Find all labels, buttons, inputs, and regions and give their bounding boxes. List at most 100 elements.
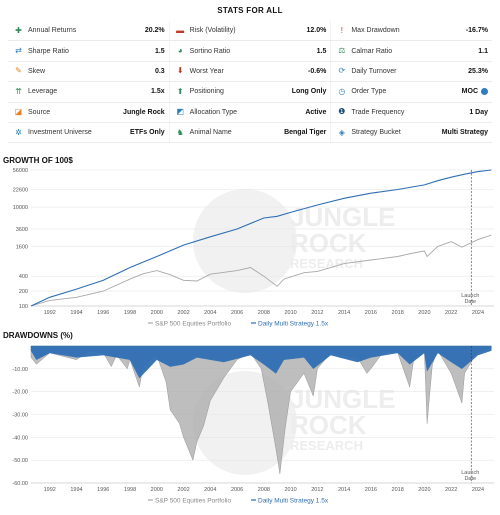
- x-tick-label: 1998: [124, 487, 136, 493]
- y-tick-label: -60.00: [12, 481, 28, 487]
- y-tick-label: -30.00: [12, 413, 28, 419]
- x-tick-label: 1996: [97, 310, 109, 316]
- stat-label: Daily Turnover: [351, 67, 397, 75]
- y-tick-label: -10.00: [12, 367, 28, 373]
- series-area-1: [30, 345, 492, 379]
- x-tick-label: 1992: [44, 487, 56, 493]
- x-tick-label: 2004: [204, 310, 216, 316]
- x-tick-label: 2014: [338, 487, 350, 493]
- info-icon[interactable]: [481, 88, 489, 96]
- stat-cell-trade-frequency: ❶ Trade Frequency 1 Day: [330, 102, 492, 122]
- stat-value: 1 Day: [469, 108, 489, 116]
- stat-value: Jungle Rock: [123, 108, 165, 116]
- ratio-arrows-icon: ⇄: [15, 46, 22, 56]
- stat-label: Leverage: [28, 88, 58, 96]
- stat-row: ✚ Annual Returns 20.2% ▬ Risk (Volatility) 12…: [8, 21, 492, 42]
- legend-label-0: S&P 500 Equities Portfolio: [155, 498, 232, 505]
- stat-value: 1.5: [316, 47, 327, 55]
- stat-label: Animal Name: [189, 129, 232, 137]
- stat-value: 20.2%: [144, 27, 165, 35]
- stat-value: Multi Strategy: [441, 129, 489, 137]
- stat-label: Risk (Volatility): [189, 27, 236, 35]
- stat-value: 1.5x: [151, 88, 165, 96]
- stat-cell-leverage: ⇈ Leverage 1.5x: [8, 82, 169, 101]
- gauge-icon: ◕: [177, 46, 183, 56]
- watermark-line1: JUNGLE: [290, 384, 395, 414]
- y-tick-label: -20.00: [12, 390, 28, 396]
- x-tick-label: 1992: [44, 310, 56, 316]
- bucket-icon: ◈: [338, 127, 345, 137]
- stat-value: -0.6%: [308, 67, 327, 75]
- x-tick-label: 2010: [284, 310, 296, 316]
- stat-label: Investment Universe: [28, 129, 92, 137]
- stats-grid: ✚ Annual Returns 20.2% ▬ Risk (Volatility) 12…: [8, 21, 492, 144]
- y-tick-label: 22600: [13, 188, 28, 194]
- y-tick-label: 56000: [13, 168, 28, 174]
- x-tick-label: 2008: [258, 487, 270, 493]
- pencil-icon: ✎: [15, 66, 22, 76]
- calendar-icon: ❶: [338, 107, 346, 117]
- stat-value: 1.1: [478, 47, 489, 55]
- exclamation-icon: !: [340, 25, 343, 35]
- x-tick-label: 2000: [151, 310, 163, 316]
- stat-label: Max Drawdown: [351, 27, 400, 35]
- y-tick-label: 10000: [13, 205, 28, 211]
- x-tick-label: 2010: [284, 487, 296, 493]
- arrow-down-icon: ⬇: [176, 66, 184, 76]
- stat-label: Trade Frequency: [351, 108, 405, 116]
- allocation-icon: ◩: [176, 107, 184, 117]
- x-tick-label: 2006: [231, 487, 243, 493]
- stats-title: STATS FOR ALL: [217, 6, 283, 15]
- stat-cell-order-type: ◷ Order Type MOC: [330, 82, 492, 102]
- plus-icon: ✚: [15, 25, 22, 35]
- stat-cell-skew: ✎ Skew 0.3: [8, 62, 169, 81]
- series-area-0: [30, 345, 492, 474]
- tiger-icon: ♞: [176, 127, 184, 137]
- x-tick-label: 2018: [392, 487, 404, 493]
- clock-icon: ◷: [338, 86, 346, 96]
- y-tick-label: 1600: [16, 244, 28, 250]
- stat-value: 12.0%: [306, 27, 327, 35]
- stat-value: 25.3%: [468, 67, 489, 75]
- stat-label: Skew: [28, 67, 46, 75]
- stat-cell-investment-universe: ✲ Investment Universe ETFs Only: [8, 123, 169, 142]
- stat-value: 1.5: [154, 47, 165, 55]
- launch-date-label: Launch: [461, 470, 479, 476]
- scale-icon: ⚖: [338, 46, 346, 56]
- stat-label: Strategy Bucket: [351, 129, 401, 137]
- y-tick-label: -40.00: [12, 435, 28, 441]
- stat-value: MOC: [461, 88, 479, 96]
- stat-label: Order Type: [351, 88, 387, 96]
- stat-row: ◪ Source Jungle Rock ◩ Allocation Type Active…: [8, 102, 492, 123]
- x-tick-label: 2020: [418, 487, 430, 493]
- globe-icon: ✲: [15, 127, 22, 137]
- legend-label-1: Daily Multi Strategy 1.5x: [258, 498, 329, 505]
- stat-cell-sharpe-ratio: ⇄ Sharpe Ratio 1.5: [8, 41, 169, 60]
- stat-label: Sortino Ratio: [189, 47, 231, 55]
- x-tick-label: 2022: [445, 310, 457, 316]
- stat-value: 0.3: [154, 67, 165, 75]
- refresh-icon: ⟳: [338, 66, 346, 76]
- x-tick-label: 2016: [365, 487, 377, 493]
- y-tick-label: 200: [19, 289, 28, 295]
- stat-row: ✎ Skew 0.3 ⬇ Worst Year -0.6% ⟳ Daily Turnover 2…: [8, 61, 492, 83]
- stat-cell-positioning: ⬆ Positioning Long Only: [168, 82, 331, 102]
- x-tick-label: 2002: [177, 310, 189, 316]
- x-tick-label: 2008: [258, 310, 270, 316]
- legend: S&P 500 Equities Portfolio Daily Multi St…: [148, 498, 329, 505]
- x-tick-label: 2002: [177, 487, 189, 493]
- legend-label-0: S&P 500 Equities Portfolio: [155, 321, 232, 328]
- stat-cell-allocation-type: ◩ Allocation Type Active: [168, 102, 331, 122]
- x-tick-label: 1994: [70, 310, 82, 316]
- x-tick-label: 2022: [445, 487, 457, 493]
- watermark-line3: RESEARCH: [290, 256, 363, 271]
- watermark-line2: ROCK: [290, 410, 367, 440]
- x-tick-label: 2018: [392, 310, 404, 316]
- stat-value: Bengal Tiger: [284, 129, 327, 137]
- stat-label: Allocation Type: [189, 108, 238, 116]
- stat-row: ⇄ Sharpe Ratio 1.5 ◕ Sortino Ratio 1.5 ⚖ Calmar…: [8, 41, 492, 62]
- x-tick-label: 1996: [97, 487, 109, 493]
- x-tick-label: 2012: [311, 487, 323, 493]
